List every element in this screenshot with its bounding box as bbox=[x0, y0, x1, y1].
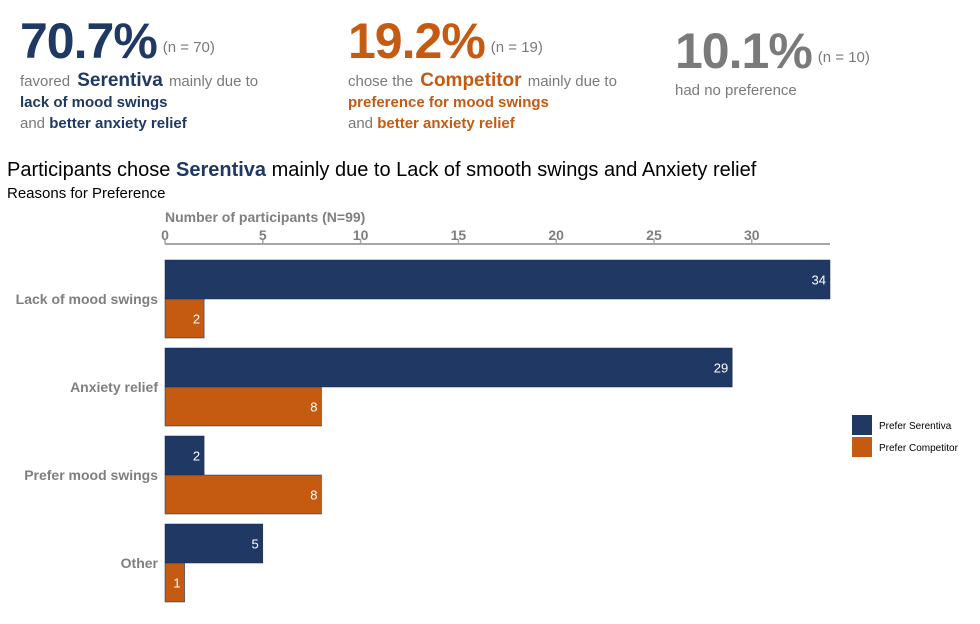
chart-title-highlight: Serentiva bbox=[175, 159, 267, 181]
bar-value-label: 8 bbox=[310, 400, 317, 415]
x-tick-label: 10 bbox=[353, 227, 369, 243]
bar-value-label: 2 bbox=[193, 312, 200, 327]
stat-no-preference: 10.1% (n = 10) had no preference bbox=[675, 22, 870, 101]
stat-competitor: 19.2% (n = 19) chose the Competitor mainl… bbox=[348, 12, 617, 134]
x-tick-label: 20 bbox=[548, 227, 564, 243]
bar-value-label: 1 bbox=[173, 576, 180, 591]
legend-label: Prefer Competitor bbox=[879, 443, 959, 454]
category-label: Prefer mood swings bbox=[24, 467, 158, 483]
stat-competitor-reason2: better anxiety relief bbox=[377, 115, 515, 132]
stat-serentiva-reason2: better anxiety relief bbox=[49, 115, 187, 132]
stat-competitor-percent: 19.2% bbox=[348, 13, 486, 69]
bar-serentiva bbox=[164, 347, 733, 388]
stat-competitor-prefix: chose the bbox=[348, 73, 414, 90]
chart-title-before: Participants chose bbox=[7, 159, 171, 181]
stat-serentiva-prefix: favored bbox=[20, 73, 71, 90]
bar-value-label: 5 bbox=[252, 537, 259, 552]
chart-title-after: mainly due to Lack of smooth swings and … bbox=[271, 159, 757, 181]
legend-label: Prefer Serentiva bbox=[879, 421, 952, 432]
stat-competitor-suffix: mainly due to bbox=[527, 73, 617, 90]
chart-title: Participants chose Serentiva mainly due … bbox=[7, 159, 756, 182]
category-label: Lack of mood swings bbox=[16, 291, 159, 307]
legend-swatch bbox=[852, 415, 872, 435]
chart-subtitle: Reasons for Preference bbox=[7, 185, 166, 202]
bar-value-label: 8 bbox=[310, 488, 317, 503]
stat-competitor-reason1: preference for mood swings bbox=[348, 94, 549, 111]
bar-value-label: 2 bbox=[193, 449, 200, 464]
category-label: Anxiety relief bbox=[70, 379, 158, 395]
stat-serentiva-percent: 70.7% bbox=[20, 13, 158, 69]
stat-serentiva-suffix: mainly due to bbox=[168, 73, 259, 90]
legend-swatch bbox=[852, 437, 872, 457]
x-axis-title: Number of participants (N=99) bbox=[165, 209, 365, 225]
stat-serentiva-brand: Serentiva bbox=[77, 70, 163, 91]
stat-no-preference-percent: 10.1% bbox=[675, 23, 813, 79]
bar-competitor bbox=[164, 298, 205, 339]
stat-competitor-n: (n = 19) bbox=[490, 39, 543, 56]
category-label: Other bbox=[121, 555, 159, 571]
x-tick-label: 15 bbox=[451, 227, 467, 243]
stat-competitor-and: and bbox=[348, 115, 374, 132]
stat-no-preference-caption: had no preference bbox=[675, 82, 797, 99]
bar-competitor bbox=[164, 474, 322, 515]
x-tick-label: 0 bbox=[161, 227, 169, 243]
bar-value-label: 34 bbox=[812, 273, 826, 288]
bar-value-label: 29 bbox=[714, 361, 728, 376]
bar-competitor bbox=[164, 386, 322, 427]
stat-competitor-brand: Competitor bbox=[420, 70, 522, 91]
stat-no-preference-n: (n = 10) bbox=[817, 49, 870, 66]
stat-serentiva-reason1: lack of mood swings bbox=[20, 94, 168, 111]
x-tick-label: 30 bbox=[744, 227, 760, 243]
stat-serentiva-and: and bbox=[20, 115, 46, 132]
bar-serentiva bbox=[164, 259, 831, 300]
x-tick-label: 5 bbox=[259, 227, 267, 243]
bar-competitor bbox=[164, 562, 185, 603]
bar-serentiva bbox=[164, 523, 264, 564]
bar-serentiva bbox=[164, 435, 205, 476]
stat-serentiva-n: (n = 70) bbox=[162, 39, 215, 56]
stat-serentiva: 70.7% (n = 70) favored Serentiva mainly d… bbox=[20, 12, 258, 134]
x-tick-label: 25 bbox=[646, 227, 662, 243]
